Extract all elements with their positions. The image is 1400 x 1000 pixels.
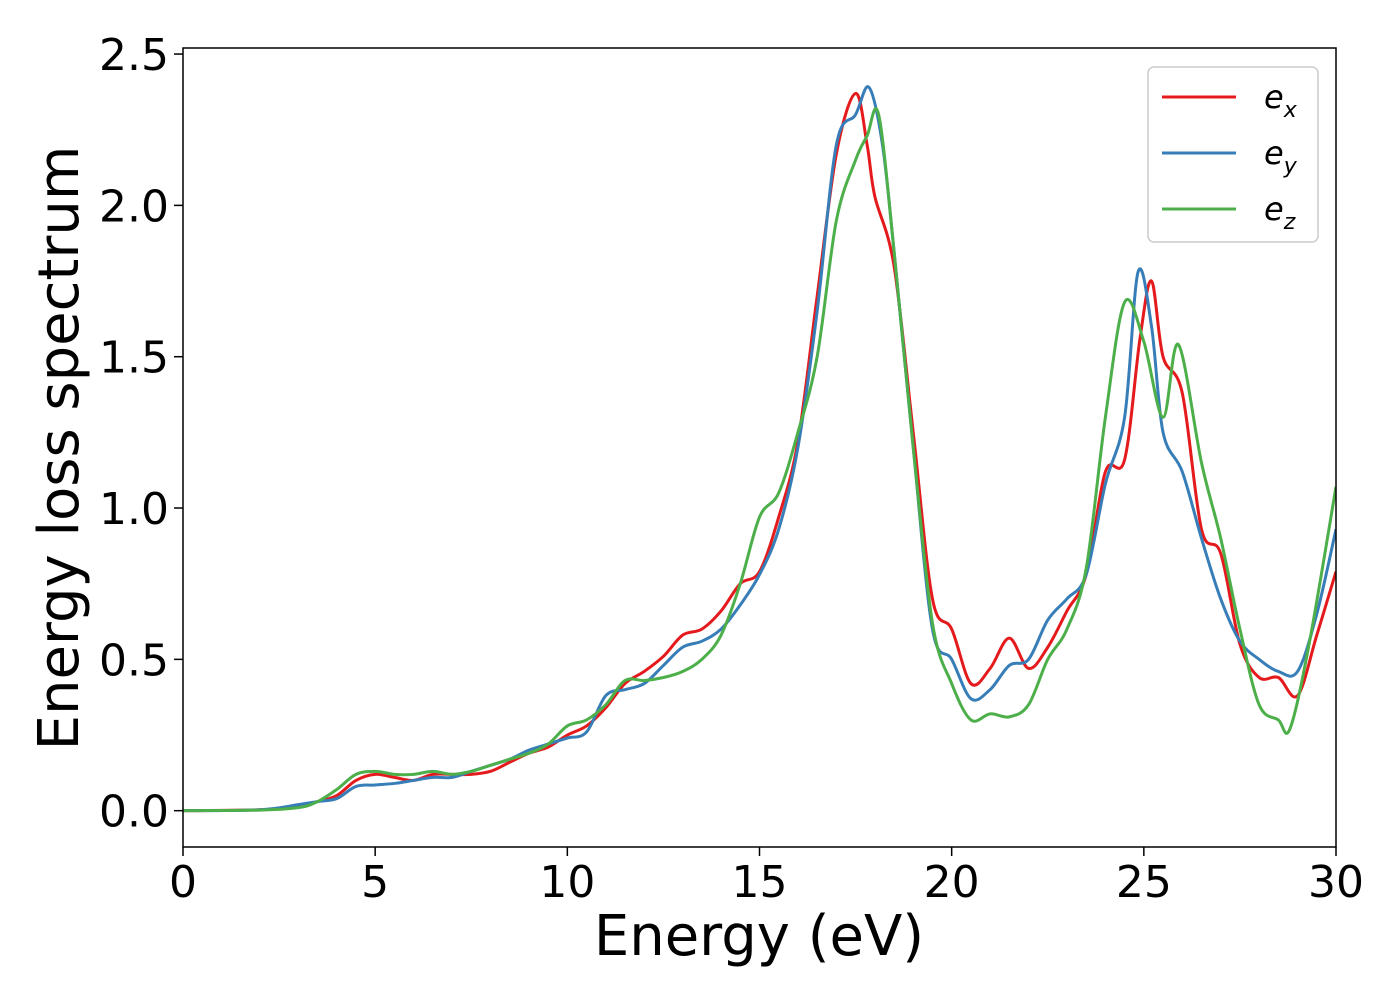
legend-label: ex bbox=[1264, 78, 1298, 123]
y-tick-label: 1.5 bbox=[99, 333, 169, 384]
y-tick-label: 0.5 bbox=[99, 635, 169, 686]
series-line-e-y bbox=[183, 85, 1336, 813]
x-tick-label: 15 bbox=[732, 857, 788, 908]
legend: ex ey ez bbox=[1147, 66, 1319, 243]
y-tick-label: 1.0 bbox=[99, 484, 169, 535]
legend-label: ez bbox=[1264, 190, 1296, 235]
x-tick-label: 5 bbox=[361, 857, 389, 908]
y-tick-label: 2.0 bbox=[99, 181, 169, 232]
x-tick-label: 25 bbox=[1116, 857, 1172, 908]
legend-label: ey bbox=[1264, 134, 1298, 179]
y-tick-label: 2.5 bbox=[99, 30, 169, 81]
x-tick-label: 10 bbox=[539, 857, 595, 908]
x-tick-label: 0 bbox=[169, 857, 197, 908]
y-tick-label: 0.0 bbox=[99, 787, 169, 838]
axes-layer: 0 5 10 15 20 25 30 0.0 0.5 1.0 1.5 2.0 2.5 bbox=[99, 30, 1364, 908]
y-axis-label: Energy loss spectrum bbox=[27, 146, 92, 751]
x-axis-label: Energy (eV) bbox=[594, 904, 924, 969]
x-tick-label: 20 bbox=[924, 857, 980, 908]
series-layer bbox=[183, 85, 1336, 813]
series-line-e-z bbox=[183, 107, 1336, 813]
x-tick-label: 30 bbox=[1308, 857, 1364, 908]
